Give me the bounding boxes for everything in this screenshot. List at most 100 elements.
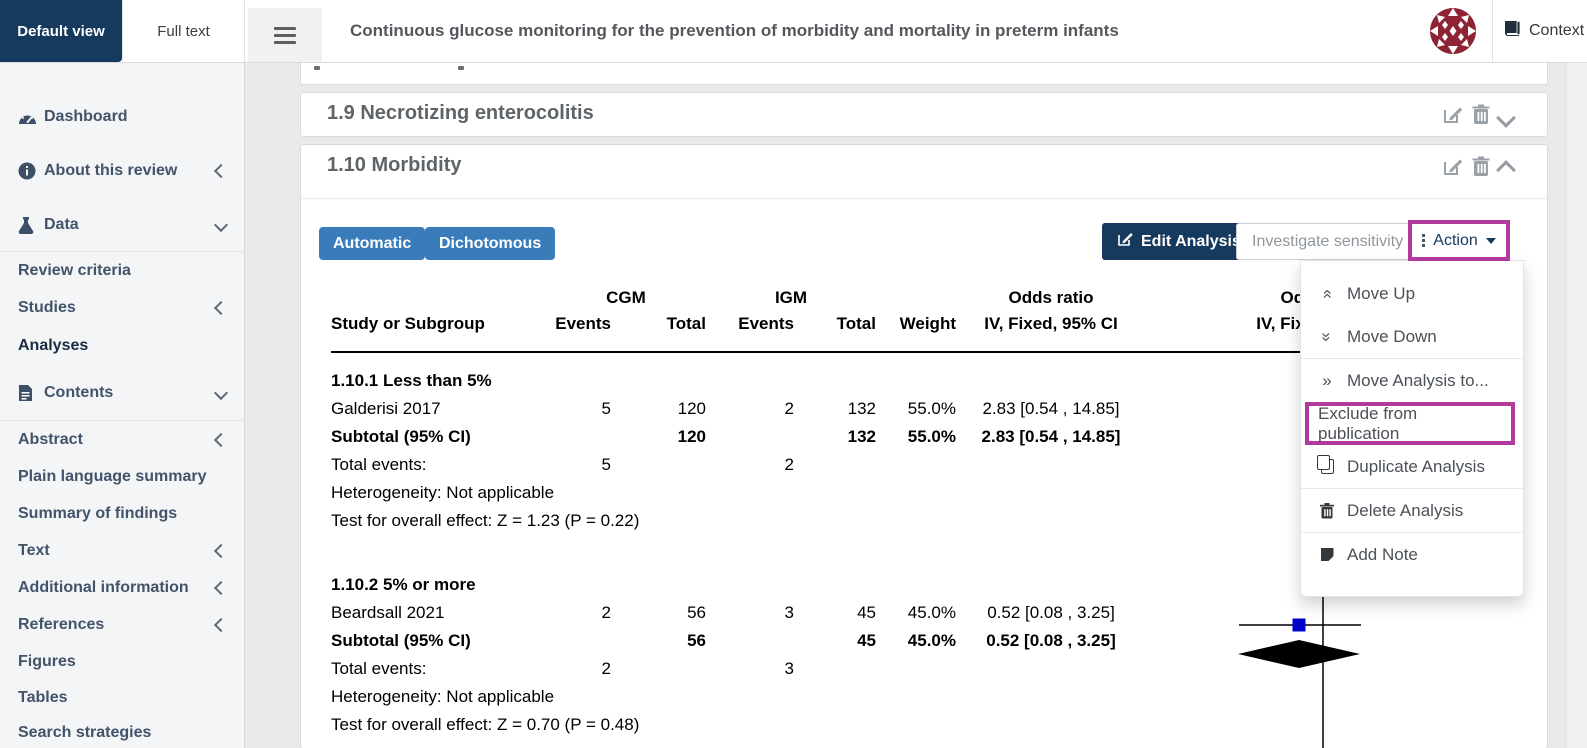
sidebar-item-label: Dashboard bbox=[44, 108, 128, 125]
action-dropdown-button[interactable]: Action bbox=[1412, 224, 1506, 257]
study-row: Beardsall 2021 2 56 3 45 45.0% 0.52 [0.0… bbox=[331, 603, 1115, 622]
menu-divider bbox=[1301, 488, 1523, 489]
edit-analysis-label: Edit Analysis bbox=[1141, 232, 1241, 250]
sidebar-item-label: Analyses bbox=[18, 337, 89, 354]
edit-icon[interactable] bbox=[1442, 104, 1463, 130]
total-events-row: Total events: 2 3 bbox=[331, 659, 794, 678]
angles-right-icon: » bbox=[1322, 370, 1332, 390]
tab-full-text[interactable]: Full text bbox=[122, 0, 245, 62]
review-title: Continuous glucose monitoring for the pr… bbox=[350, 21, 1119, 40]
panel-necrotizing-enterocolitis: 1.9 Necrotizing enterocolitis bbox=[300, 92, 1548, 137]
overall-effect-row: Test for overall effect: Z = 0.70 (P = 0… bbox=[331, 715, 640, 734]
column-group-odds-ratio: Odds ratio bbox=[1008, 288, 1094, 307]
sidebar-item-label: Summary of findings bbox=[18, 504, 178, 522]
menu-item-add-note[interactable]: Add Note bbox=[1301, 533, 1523, 576]
forest-table-header: CGM IGM Odds ratio Study or Subgroup Eve… bbox=[331, 285, 1146, 337]
menu-item-move-analysis-to[interactable]: » Move Analysis to... bbox=[1301, 359, 1523, 402]
flask-icon bbox=[18, 216, 44, 234]
action-label: Action bbox=[1433, 231, 1478, 249]
sidebar-divider bbox=[0, 420, 244, 421]
edit-icon[interactable] bbox=[1442, 156, 1463, 182]
column-header: Weight bbox=[899, 314, 956, 333]
sidebar-item-analyses[interactable]: Analyses bbox=[0, 326, 244, 366]
menu-item-move-up[interactable]: » Move Up bbox=[1317, 283, 1416, 303]
sidebar-item-about-this-review[interactable]: About this review bbox=[0, 144, 244, 198]
panel-morbidity: 1.10 Morbidity bbox=[300, 144, 1548, 748]
sidebar-item-label: Plain language summary bbox=[18, 467, 207, 485]
sidebar-item-label: Search strategies bbox=[18, 723, 152, 741]
subtotal-row: Subtotal (95% CI) 56 45 45.0% 0.52 [0.08… bbox=[331, 631, 1116, 650]
sidebar-item-label: Review criteria bbox=[18, 261, 131, 279]
sidebar-item-text[interactable]: Text bbox=[0, 532, 244, 569]
subgroup-title-row: 1.10.1 Less than 5% bbox=[331, 371, 492, 390]
sidebar-item-studies[interactable]: Studies bbox=[0, 289, 244, 326]
tab-default-view[interactable]: Default view bbox=[0, 0, 122, 62]
menu-item-move-down[interactable]: » Move Down bbox=[1318, 326, 1437, 346]
sidebar-item-figures[interactable]: Figures bbox=[0, 643, 244, 680]
document-icon bbox=[18, 384, 44, 402]
dichotomous-button[interactable]: Dichotomous bbox=[425, 227, 556, 260]
annotation-highlight-action: Action bbox=[1408, 220, 1510, 261]
study-row: Galderisi 2017 5 120 2 132 55.0% 2.83 [0… bbox=[331, 399, 1120, 418]
chevron-up-icon[interactable] bbox=[1496, 160, 1516, 180]
cropped-text-fragment bbox=[458, 66, 464, 70]
column-header: Total bbox=[666, 314, 706, 333]
menu-item-delete-analysis[interactable]: Delete Analysis bbox=[1301, 489, 1523, 532]
analysis-title: 1.9 Necrotizing enterocolitis bbox=[327, 102, 594, 124]
cochrane-logo bbox=[1428, 6, 1478, 56]
table-header-rule bbox=[331, 351, 1524, 353]
chevron-left-icon bbox=[213, 432, 229, 447]
subgroup-title-row: 1.10.2 5% or more bbox=[331, 575, 476, 594]
context-button[interactable]: Context bbox=[1502, 0, 1584, 62]
sidebar-item-dashboard[interactable]: Dashboard bbox=[0, 90, 244, 144]
sidebar-item-data[interactable]: Data bbox=[0, 198, 244, 251]
column-header: Total bbox=[836, 314, 876, 333]
trash-icon[interactable] bbox=[1472, 104, 1490, 130]
sidebar-item-tables[interactable]: Tables bbox=[0, 680, 244, 715]
caret-down-icon bbox=[1485, 237, 1496, 244]
info-icon bbox=[18, 162, 44, 180]
gauge-icon bbox=[18, 109, 44, 126]
sidebar-item-label: Data bbox=[44, 215, 79, 233]
sidebar-item-summary-of-findings[interactable]: Summary of findings bbox=[0, 495, 244, 532]
sidebar-item-search-strategies[interactable]: Search strategies bbox=[0, 715, 244, 748]
book-icon bbox=[1502, 19, 1522, 43]
context-label: Context bbox=[1529, 22, 1585, 39]
sidebar-item-label: About this review bbox=[44, 162, 178, 179]
sidebar-divider bbox=[0, 251, 244, 252]
menu-toggle-button[interactable] bbox=[248, 8, 322, 62]
overall-effect-row: Test for overall effect: Z = 1.23 (P = 0… bbox=[331, 511, 640, 530]
sidebar-item-additional-information[interactable]: Additional information bbox=[0, 569, 244, 606]
sidebar-item-references[interactable]: References bbox=[0, 606, 244, 643]
sidebar-item-label: Contents bbox=[44, 384, 114, 401]
action-dropdown-menu: » Move Up » Move Down » Move Analysis to… bbox=[1300, 260, 1524, 597]
sidebar-item-review-criteria[interactable]: Review criteria bbox=[0, 252, 244, 289]
column-header: Events bbox=[738, 314, 794, 333]
investigate-sensitivity-button[interactable]: Investigate sensitivity bbox=[1236, 223, 1420, 260]
heterogeneity-row: Heterogeneity: Not applicable bbox=[331, 687, 555, 706]
sidebar-item-label: Tables bbox=[18, 688, 68, 706]
sidebar-item-contents[interactable]: Contents bbox=[0, 366, 244, 420]
chevron-left-icon bbox=[213, 300, 229, 315]
kebab-icon bbox=[1422, 234, 1426, 247]
menu-divider bbox=[1301, 358, 1523, 359]
sidebar-item-abstract[interactable]: Abstract bbox=[0, 421, 244, 458]
menu-item-duplicate-analysis[interactable]: Duplicate Analysis bbox=[1301, 445, 1523, 488]
subgroup-gap bbox=[331, 535, 1146, 571]
sidebar-item-plain-language-summary[interactable]: Plain language summary bbox=[0, 458, 244, 495]
chevron-left-icon bbox=[213, 580, 229, 595]
pencil-square-icon bbox=[1117, 231, 1133, 252]
chevron-left-icon bbox=[213, 163, 229, 179]
chevron-left-icon bbox=[213, 617, 229, 632]
angles-down-icon: » bbox=[1318, 331, 1337, 342]
edit-analysis-button[interactable]: Edit Analysis bbox=[1102, 223, 1256, 260]
trash-icon[interactable] bbox=[1472, 156, 1490, 182]
sidebar-item-label: Abstract bbox=[18, 430, 83, 448]
menu-item-exclude-from-publication[interactable]: Exclude from publication bbox=[1305, 402, 1515, 445]
column-group-cgm: CGM bbox=[606, 288, 646, 307]
automatic-button[interactable]: Automatic bbox=[319, 227, 426, 260]
scrollbar[interactable] bbox=[1566, 62, 1587, 748]
content-area: 1.9 Necrotizing enterocolitis bbox=[245, 62, 1587, 748]
note-icon bbox=[1318, 548, 1336, 561]
chevron-down-icon[interactable] bbox=[1496, 108, 1516, 128]
